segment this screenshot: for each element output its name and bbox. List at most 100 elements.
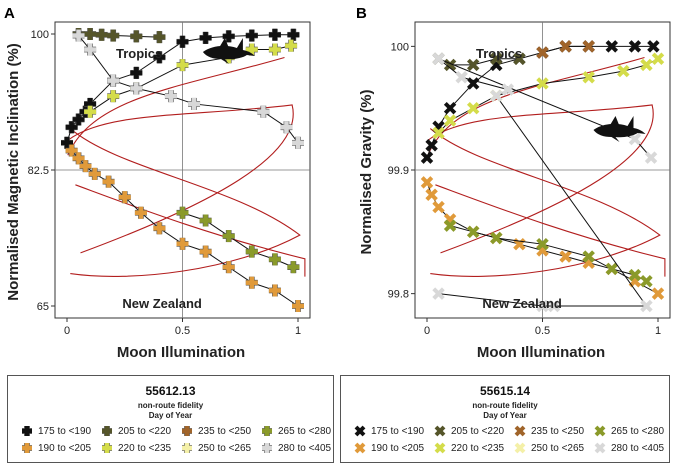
legend-b-entry: 235 to <250	[513, 424, 584, 438]
legend-b-id: 55615.14	[479, 384, 531, 398]
legend-a-subtitle-1: non-route fidelity	[137, 401, 204, 410]
panel-a-data-point	[176, 237, 189, 250]
panel-b-data-point	[605, 262, 619, 276]
panel-a-data-point	[245, 276, 258, 289]
legend-b-entry-label: 190 to <205	[371, 442, 425, 454]
panel-b-data-point	[536, 77, 549, 90]
panel-a-data-point	[176, 206, 189, 219]
legend-a-entry-glyph	[22, 443, 32, 453]
panel-b-data-point	[443, 219, 457, 232]
legend-b-entry-marker	[514, 425, 526, 437]
panel-a-data-point	[153, 51, 166, 64]
panel-a-newzealand-label: New Zealand	[122, 296, 202, 311]
legend-a-entry-marker	[102, 426, 112, 436]
panel-a-data-point	[176, 35, 189, 48]
panel-a-data-point	[268, 253, 281, 266]
legend-b-entry-glyph	[594, 425, 606, 437]
legend-a-entry-label: 235 to <250	[198, 425, 252, 437]
panel-a-data-point	[95, 28, 108, 41]
panel-a-data-point	[287, 261, 300, 274]
panel-b-ytick-label: 99.8	[388, 289, 409, 301]
panel-b-data-point	[651, 52, 665, 65]
legend-b-entry: 280 to <405	[593, 441, 664, 455]
panel-b-data-point	[490, 52, 503, 65]
panel-a-xlabel: Moon Illumination	[117, 344, 245, 361]
panel-a-ytick-label: 100	[31, 29, 49, 41]
panel-a-series-5	[72, 29, 304, 149]
panel-a-data-point	[268, 28, 281, 41]
panel-a-data-point	[292, 136, 304, 149]
panel-a-data-point	[199, 214, 212, 227]
panel-b-series-4	[443, 219, 653, 288]
panel-a-series-4	[176, 206, 300, 274]
panel-b: B Normalised Gravity (%) Moon Illuminati…	[356, 5, 671, 361]
shark-icon	[593, 116, 646, 142]
panel-a-data-point	[84, 97, 97, 110]
panel-a-data-point	[153, 31, 166, 44]
legend-a-entry-marker	[22, 426, 32, 436]
panel-b-series-6	[432, 52, 658, 313]
panel-a-data-point	[287, 28, 300, 41]
panel-a-ylabel: Normalised Magnetic Inclination (%)	[5, 43, 22, 301]
panel-a-data-point	[130, 66, 143, 79]
legend-a-entry: 235 to <250	[180, 424, 251, 438]
legend-a-subtitle-2: Day of Year	[148, 411, 193, 420]
panel-a-xtick-label: 1	[295, 325, 301, 337]
legend-b-subtitle-2: Day of Year	[483, 411, 527, 420]
legend-b-entry-marker	[354, 425, 366, 437]
panel-b-xtick-label: 0.5	[535, 325, 550, 337]
panel-b-data-point	[466, 225, 480, 239]
legend-a-entry-glyph	[262, 443, 272, 453]
panel-b-data-point	[628, 132, 642, 146]
panel-b-ytick-label: 99.9	[388, 165, 409, 177]
legend-b-entry-label: 250 to <265	[531, 442, 585, 454]
legend-b-entry-glyph	[514, 442, 526, 454]
legend-b-entry-marker	[514, 442, 526, 454]
legend-a-entry-marker	[102, 443, 112, 453]
panel-b-model-curve-1	[427, 104, 654, 254]
panel-b-data-point	[490, 89, 503, 103]
legend-a-entry-glyph	[22, 426, 32, 436]
panel-b-data-point	[628, 40, 642, 53]
panel-a-data-point	[285, 39, 298, 52]
panel-b-letter: B	[356, 5, 367, 22]
panel-b-data-point	[425, 139, 438, 152]
legend-a-entry-marker	[262, 426, 272, 436]
panel-a-data-point	[88, 167, 101, 180]
panel-a-data-point	[79, 160, 92, 173]
legend-b-entry: 220 to <235	[433, 441, 504, 455]
panel-b-model-curve-2	[435, 184, 666, 277]
panel-b-data-point	[582, 40, 595, 53]
legend-a-entry-glyph	[262, 426, 272, 436]
panel-b-data-point	[605, 40, 619, 53]
panel-b-data-point	[501, 83, 515, 96]
panel-a-data-point	[164, 90, 177, 103]
panel-b-data-point	[640, 299, 653, 313]
legend-a-entry-label: 265 to <280	[278, 425, 332, 437]
panel-a-xtick-label: 0	[64, 325, 70, 337]
legend-a-entry-marker	[182, 443, 192, 453]
panel-b-model-curve-3	[429, 128, 661, 277]
legend-b-entry: 175 to <190	[353, 424, 424, 438]
panel-a: A Normalised Magnetic Inclination (%) Mo…	[4, 5, 311, 361]
panel-a-data-point	[199, 245, 212, 258]
panel-b-data-point	[559, 40, 572, 53]
panel-b-data-point	[644, 151, 658, 164]
legend-b-entry-label: 220 to <235	[451, 442, 505, 454]
panel-a-data-point	[153, 222, 166, 235]
panel-b-xtick-label: 0	[424, 325, 430, 337]
panel-b-data-point	[640, 58, 653, 72]
shark-icon	[202, 38, 255, 64]
panel-b-data-point	[432, 200, 445, 214]
panel-b-data-point	[432, 52, 445, 65]
panel-b-data-point	[455, 71, 468, 84]
panel-a-data-point	[280, 121, 293, 134]
legend-a-entry-label: 205 to <220	[118, 425, 172, 437]
legend-a-entry-label: 220 to <235	[118, 442, 172, 454]
legend-b-entry: 190 to <205	[353, 441, 424, 455]
panel-a-data-point	[65, 144, 78, 157]
panel-a-data-point	[72, 113, 85, 126]
panel-b-data-point	[513, 52, 526, 65]
legend-b-entry-label: 265 to <280	[611, 425, 665, 437]
